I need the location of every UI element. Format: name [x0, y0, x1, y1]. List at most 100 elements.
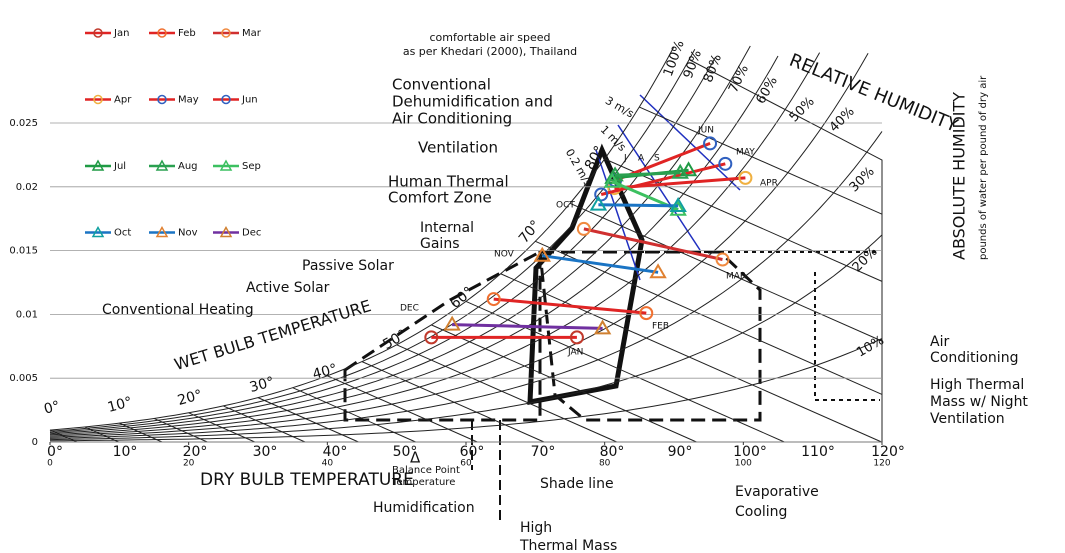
annotation: Evaporative	[735, 484, 819, 500]
annotation: OCT	[556, 201, 575, 211]
annotation: 70°	[531, 444, 556, 460]
y-tick-label: 0.02	[16, 182, 38, 193]
annotation: MAY	[736, 148, 755, 158]
series-line	[494, 299, 647, 313]
annotation: Conventional Heating	[102, 302, 254, 318]
annotation: 20°	[183, 444, 208, 460]
x-tick-label: 0	[47, 459, 53, 469]
annotation: 110°	[801, 444, 835, 460]
annotation: 10°	[106, 394, 134, 416]
annotation: as per Khedari (2000), Thailand	[403, 45, 577, 58]
annotation: High	[520, 520, 552, 536]
annotation: DRY BULB TEMPERATURE	[200, 470, 414, 490]
annotation: Internal	[420, 220, 474, 236]
page: {"chart_data": {"type": "line", "ylim": …	[0, 0, 1065, 553]
legend-label: Jul	[113, 161, 126, 172]
annotation: A	[638, 154, 645, 164]
x-tick-label: 60	[460, 459, 472, 469]
annotation: Ventilation	[930, 411, 1005, 427]
series-line	[452, 325, 602, 329]
annotation: Conventional	[392, 76, 491, 94]
annotation: 40%	[827, 104, 858, 135]
legend-label: May	[178, 95, 199, 106]
x-tick-label: 80	[599, 459, 611, 469]
zone-outline	[472, 420, 500, 520]
annotation: Shade line	[540, 476, 614, 492]
annotation: 50°	[393, 444, 418, 460]
series-line	[598, 205, 678, 206]
annotation: MAR	[726, 272, 746, 282]
chart: 00.0050.010.0150.020.025020406080100120R…	[0, 0, 1065, 553]
annotation: Thermal Mass	[519, 538, 617, 553]
annotation: APR	[760, 179, 778, 189]
x-tick-label: 20	[183, 459, 195, 469]
annotation: Mass w/ Night	[930, 394, 1028, 410]
legend-label: Aug	[178, 161, 198, 172]
x-tick-label: 40	[322, 459, 334, 469]
annotation: Passive Solar	[302, 258, 394, 274]
annotation: J	[623, 154, 627, 164]
x-tick-label: 100	[735, 459, 752, 469]
annotation: 3 m/s	[603, 94, 636, 121]
annotation: Humidification	[373, 500, 475, 516]
annotation: 30%	[847, 164, 878, 195]
annotation: 10°	[113, 444, 138, 460]
annotation: NOV	[494, 250, 515, 260]
annotation: 80°	[600, 444, 625, 460]
annotation: Active Solar	[246, 280, 330, 296]
annotation: 90°	[668, 444, 693, 460]
annotation: Air Conditioning	[392, 110, 512, 128]
annotation: comfortable air speed	[429, 31, 550, 44]
annotation: 60°	[460, 444, 485, 460]
annotation: DEC	[400, 304, 419, 314]
annotation: 20°	[176, 387, 204, 409]
series-line	[615, 173, 680, 176]
annotation: Comfort Zone	[388, 189, 492, 207]
annotation: 100°	[733, 444, 767, 460]
annotation: Cooling	[735, 504, 787, 520]
legend-label: Sep	[242, 161, 261, 172]
annotation: 50%	[787, 94, 818, 125]
wet-bulb-line	[154, 418, 207, 442]
annotation: Temperature	[391, 477, 455, 488]
annotation: Dehumidification and	[392, 93, 553, 111]
annotation: High Thermal	[930, 377, 1024, 393]
legend-label: Nov	[178, 228, 198, 239]
y-tick-label: 0.005	[9, 373, 38, 384]
annotation: 60%	[754, 74, 781, 107]
legend-label: Oct	[114, 228, 131, 239]
annotation: Balance Point	[392, 465, 460, 476]
annotation: Gains	[420, 236, 459, 252]
annotation: 0°	[47, 444, 63, 460]
annotation: JAN	[567, 348, 583, 358]
y-tick-label: 0.01	[16, 309, 38, 320]
annotation: 0°	[42, 398, 62, 418]
annotation: 30°	[248, 374, 276, 396]
y-tick-label: 0.025	[9, 118, 38, 129]
legend-label: Jun	[241, 95, 258, 106]
annotation: 80%	[701, 52, 725, 84]
x-tick-label: 120	[873, 459, 890, 469]
rh-curve	[50, 47, 674, 431]
y-tick-label: 0.015	[9, 246, 38, 257]
annotation: 70°	[516, 217, 544, 246]
annotation: Air	[930, 334, 949, 350]
annotation: 20%	[850, 244, 881, 275]
legend-label: Jan	[113, 28, 129, 39]
annotation: JUN	[697, 126, 714, 136]
y-tick-label: 0	[32, 437, 38, 448]
annotation: ABSOLUTE HUMIDITY	[950, 92, 969, 260]
annotation: Conditioning	[930, 350, 1018, 366]
legend-label: Feb	[178, 28, 196, 39]
annotation: 30°	[253, 444, 278, 460]
wet-bulb-line	[501, 274, 882, 442]
annotation: pounds of water per pound of dry air	[978, 75, 989, 260]
legend-label: Mar	[242, 28, 262, 39]
legend-label: Dec	[242, 228, 261, 239]
legend-label: Apr	[114, 95, 132, 106]
annotation: Ventilation	[418, 139, 498, 157]
wet-bulb-line	[223, 406, 305, 442]
annotation: FEB	[652, 322, 669, 332]
annotation: 40°	[323, 444, 348, 460]
annotation: 120°	[871, 444, 905, 460]
